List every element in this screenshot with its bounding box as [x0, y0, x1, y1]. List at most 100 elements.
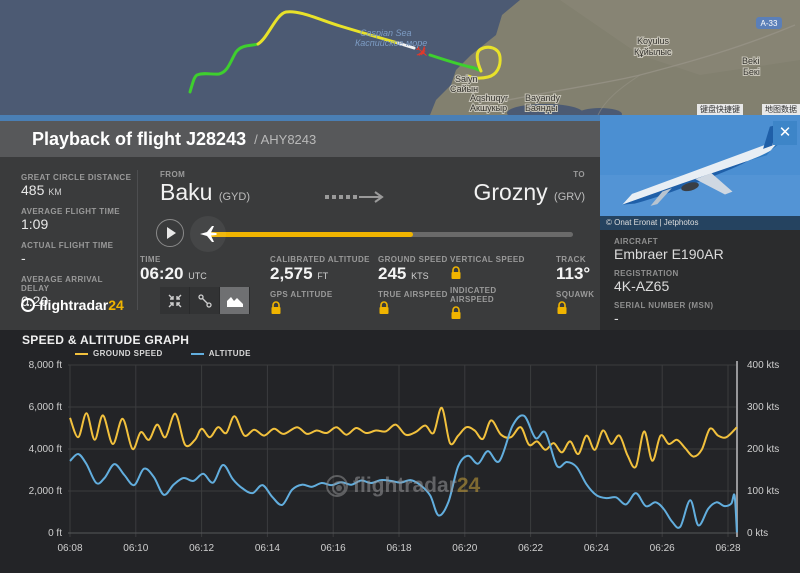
flight-stats: GREAT CIRCLE DISTANCE 485 KM AVERAGE FLI… — [21, 173, 133, 318]
left-axis-tick: 2,000 ft — [29, 486, 63, 497]
telemetry-vspeed-column: VERTICAL SPEED INDICATED AIRSPEED — [450, 255, 540, 331]
map-keyboard-shortcuts[interactable]: 键盘快捷键 — [697, 104, 743, 115]
x-axis-tick: 06:10 — [123, 543, 148, 554]
destination-code: (GRV) — [554, 191, 585, 203]
stat-value: 1:09 — [21, 216, 49, 232]
panel-header: Playback of flight J28243 / AHY8243 — [0, 121, 600, 157]
town-koyulus-en: Koyulus — [637, 36, 670, 46]
flightradar24-logo[interactable]: flightradar 24 — [21, 297, 124, 313]
flightradar24-watermark: flightradar 24 — [326, 474, 480, 498]
serial-number-value: - — [614, 310, 619, 326]
x-axis-tick: 06:12 — [189, 543, 214, 554]
stat-label: ACTUAL FLIGHT TIME — [21, 241, 114, 250]
left-axis-tick: 8,000 ft — [29, 360, 63, 371]
close-photo-button[interactable]: ✕ — [773, 121, 797, 145]
graph-icon — [226, 296, 243, 307]
sea-label-en: Caspian Sea — [360, 28, 412, 38]
ground-speed-legend-swatch — [75, 352, 88, 355]
lock-icon[interactable] — [556, 301, 568, 315]
lock-icon[interactable] — [378, 301, 390, 315]
destination-block: TO Grozny (GRV) — [474, 170, 586, 206]
progress-fill — [208, 232, 413, 237]
registration-value: 4K-AZ65 — [614, 278, 670, 294]
squawk-label: SQUAWK — [556, 290, 595, 299]
stat-label: GREAT CIRCLE DISTANCE — [21, 173, 132, 182]
calibrated-altitude-value: 2,575 — [270, 264, 313, 283]
altitude-legend-label: ALTITUDE — [208, 349, 251, 358]
stat-value: - — [21, 250, 26, 266]
collapse-view-button[interactable] — [160, 287, 190, 314]
graph-view-button[interactable] — [220, 287, 250, 314]
left-axis-tick: 6,000 ft — [29, 402, 63, 413]
sea-label-local: Каспийское море — [355, 38, 427, 48]
ground-speed-value: 245 — [378, 264, 407, 283]
lock-icon[interactable] — [450, 266, 462, 280]
aircraft-photo[interactable]: © Onat Eronat | Jetphotos ✕ — [600, 115, 800, 230]
chart-canvas[interactable]: 8,000 ft 400 kts 6,000 ft 300 kts 4,000 ft 20… — [0, 330, 800, 573]
aircraft-type-value: Embraer E190AR — [614, 246, 724, 262]
right-axis-tick: 400 kts — [747, 360, 779, 371]
play-button[interactable] — [156, 219, 184, 247]
brand-suffix: 24 — [108, 297, 124, 313]
altitude-line — [69, 414, 738, 533]
brand-name: flightradar — [39, 297, 109, 313]
view-toggle-group — [160, 287, 250, 314]
photo-credit: © Onat Eronat | Jetphotos — [600, 216, 800, 230]
x-axis-tick: 06:08 — [57, 543, 82, 554]
calibrated-altitude-label: CALIBRATED ALTITUDE — [270, 255, 370, 264]
time-value: 06:20 — [140, 264, 184, 283]
road-badge-label: A-33 — [761, 19, 778, 28]
indicated-airspeed-label: INDICATED AIRSPEED — [450, 286, 497, 304]
destination-city: Grozny — [473, 179, 548, 205]
lock-icon[interactable] — [270, 301, 282, 315]
calibrated-altitude-unit: FT — [317, 271, 329, 281]
telemetry-speed-column: GROUND SPEED 245 KTS TRUE AIRSPEED — [378, 255, 458, 326]
lock-icon[interactable] — [450, 306, 462, 320]
panel-accent-bar — [0, 115, 600, 121]
ground-speed-legend-label: GROUND SPEED — [93, 349, 163, 358]
town-koyulus-local: Құйылыс — [634, 47, 672, 57]
graph-legend: GROUND SPEED ALTITUDE — [75, 349, 279, 358]
town-aqshuqyr-en: Aqshuqyr — [470, 93, 508, 103]
stat-unit: KM — [48, 187, 62, 197]
ground-speed-unit: KTS — [411, 271, 429, 281]
road-badge — [756, 17, 782, 29]
gps-altitude-label: GPS ALTITUDE — [270, 290, 333, 299]
playback-panel: Playback of flight J28243 / AHY8243 GREA… — [0, 115, 600, 330]
stat-value: 485 — [21, 182, 45, 198]
x-axis-tick: 06:24 — [584, 543, 609, 554]
map-data-attribution[interactable]: 地图数据 — [762, 104, 800, 115]
x-axis-tick: 06:14 — [255, 543, 280, 554]
origin-code: (GYD) — [218, 191, 250, 203]
map[interactable]: ✈ Caspian Sea Каспийское море Saiyn Сайы… — [0, 0, 800, 115]
x-axis-tick: 06:20 — [452, 543, 477, 554]
left-axis-tick: 4,000 ft — [29, 444, 63, 455]
playback-position-handle[interactable] — [190, 216, 226, 252]
altitude-legend-swatch — [190, 352, 204, 355]
town-saiyn-local: Сайын — [450, 84, 478, 94]
flight-trail-green-start — [188, 42, 260, 94]
flight-trail-white — [396, 41, 416, 50]
telemetry-track-column: TRACK 113° SQUAWK — [556, 255, 600, 326]
track-value: 113° — [556, 264, 591, 283]
vertical-speed-label: VERTICAL SPEED — [450, 255, 525, 264]
watermark-brand-name: flightradar — [353, 474, 457, 497]
aircraft-info-panel: © Onat Eronat | Jetphotos ✕ AIRCRAFT Emb… — [600, 115, 800, 330]
right-axis-tick: 300 kts — [747, 402, 779, 413]
route-arrow-icon — [325, 191, 384, 203]
radar-icon — [21, 298, 35, 312]
stat-label: AVERAGE FLIGHT TIME — [21, 207, 121, 216]
origin-city: Baku — [160, 179, 213, 205]
serial-number-label: SERIAL NUMBER (MSN) — [614, 301, 714, 310]
from-label: FROM — [160, 170, 186, 179]
time-label: TIME — [140, 255, 161, 264]
route-view-button[interactable] — [190, 287, 220, 314]
page-subtitle: / AHY8243 — [254, 131, 317, 147]
origin-block: FROM Baku (GYD) — [160, 170, 250, 206]
playback-progress-bar[interactable] — [208, 232, 573, 237]
divider — [137, 170, 138, 310]
town-beki-en: Beki — [742, 56, 760, 66]
speed-altitude-graph: 8,000 ft 400 kts 6,000 ft 300 kts 4,000 ft 20… — [0, 330, 800, 573]
x-axis-tick: 06:22 — [518, 543, 543, 554]
x-axis-tick: 06:18 — [386, 543, 411, 554]
